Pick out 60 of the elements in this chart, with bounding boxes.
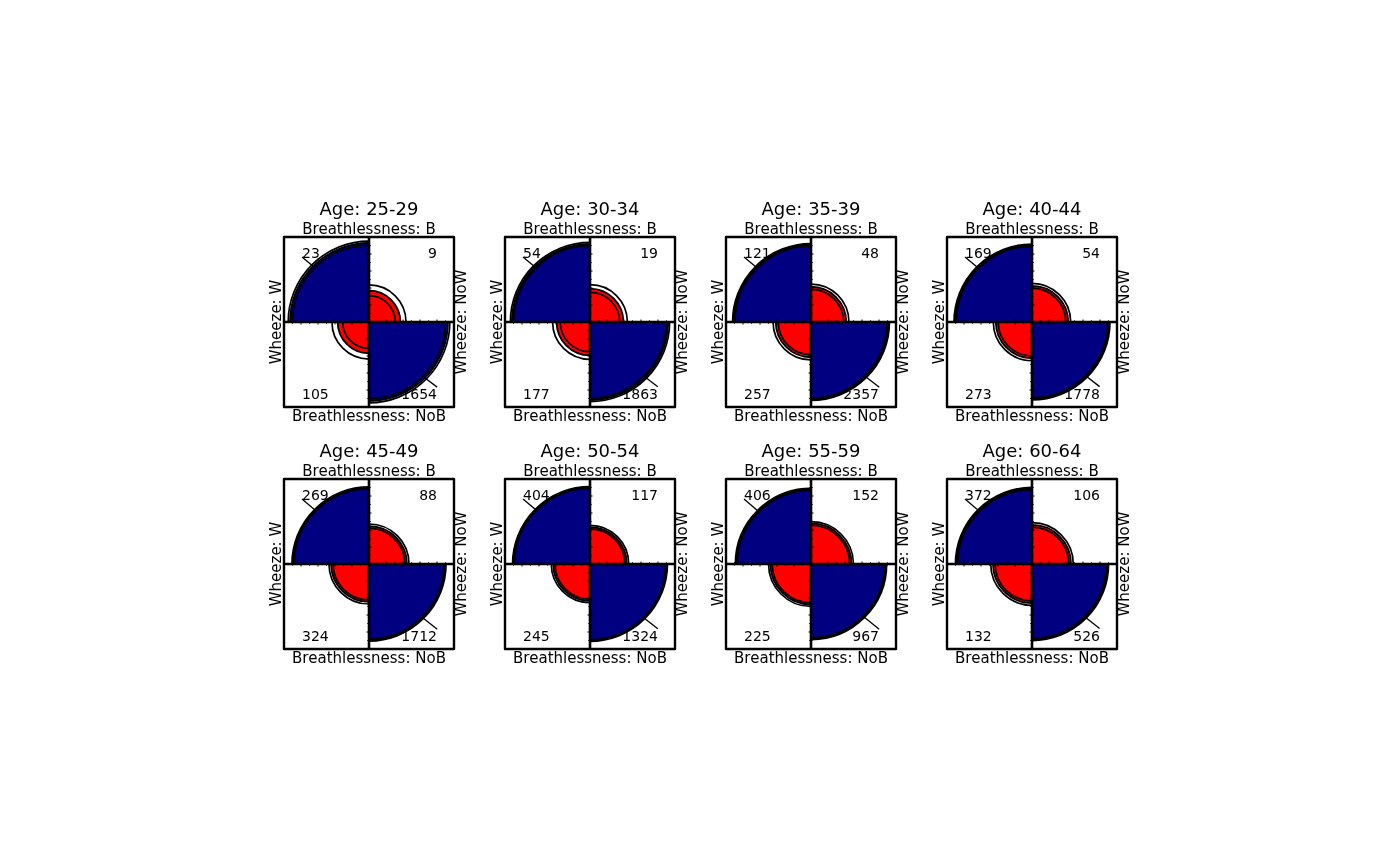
data-label: 526 bbox=[1073, 628, 1101, 644]
data-label: 324 bbox=[302, 628, 329, 644]
text: Breathlessness: NoB bbox=[292, 648, 446, 667]
data-label: 967 bbox=[852, 628, 879, 644]
text: Breathlessness: B bbox=[965, 220, 1099, 238]
data-label: 169 bbox=[965, 245, 992, 261]
text: Age: 30-34 bbox=[540, 198, 640, 220]
data-label: 177 bbox=[523, 386, 550, 402]
data-label: 404 bbox=[523, 487, 550, 503]
data-label: 121 bbox=[744, 245, 771, 261]
text: Breathlessness: B bbox=[965, 462, 1099, 480]
text: Breathlessness: B bbox=[744, 220, 878, 238]
category-label: Wheeze: W bbox=[488, 279, 506, 365]
text: Breathlessness: NoB bbox=[955, 406, 1109, 425]
data-label: 132 bbox=[965, 628, 992, 644]
data-label: 54 bbox=[1082, 245, 1101, 261]
data-label: 269 bbox=[302, 487, 329, 503]
text: Breathlessness: NoB bbox=[734, 648, 888, 667]
data-label: 105 bbox=[302, 386, 329, 402]
category-label: Wheeze: W bbox=[267, 521, 285, 607]
text: Breathlessness: NoB bbox=[734, 406, 888, 425]
text: Breathlessness: NoB bbox=[513, 406, 667, 425]
category-label: Wheeze: W bbox=[267, 279, 285, 365]
text: Breathlessness: B bbox=[302, 462, 436, 480]
category-label: Wheeze: W bbox=[709, 521, 727, 607]
data-label: 48 bbox=[861, 245, 879, 261]
data-label: 372 bbox=[965, 487, 992, 503]
text: Breathlessness: NoB bbox=[292, 406, 446, 425]
data-label: 9 bbox=[428, 245, 437, 261]
data-label: 225 bbox=[744, 628, 771, 644]
category-label: Wheeze: W bbox=[488, 521, 506, 607]
text: Breathlessness: B bbox=[523, 220, 657, 238]
data-label: 1324 bbox=[622, 628, 659, 644]
text: Breathlessness: B bbox=[302, 220, 436, 238]
data-label: 117 bbox=[631, 487, 658, 503]
text: Age: 60-64 bbox=[982, 440, 1082, 462]
data-label: 54 bbox=[523, 245, 541, 261]
data-label: 106 bbox=[1073, 487, 1101, 503]
data-label: 23 bbox=[302, 245, 320, 261]
text: Age: 40-44 bbox=[982, 198, 1082, 220]
text: Age: 45-49 bbox=[319, 440, 419, 462]
data-label: 245 bbox=[523, 628, 550, 644]
text: Breathlessness: NoB bbox=[513, 648, 667, 667]
text: Breathlessness: NoB bbox=[955, 648, 1109, 667]
category-label: Wheeze: W bbox=[930, 521, 948, 607]
text: Breathlessness: B bbox=[523, 462, 657, 480]
text: Breathlessness: B bbox=[744, 462, 878, 480]
data-label: 406 bbox=[744, 487, 771, 503]
text: Age: 25-29 bbox=[319, 198, 419, 220]
text: Age: 35-39 bbox=[761, 198, 861, 220]
data-label: 19 bbox=[640, 245, 658, 261]
text: Age: 55-59 bbox=[761, 440, 861, 462]
data-label: 273 bbox=[965, 386, 992, 402]
category-label: Wheeze: W bbox=[709, 279, 727, 365]
data-label: 1712 bbox=[401, 628, 437, 644]
data-label: 257 bbox=[744, 386, 771, 402]
text: Age: 50-54 bbox=[540, 440, 640, 462]
data-label: 88 bbox=[419, 487, 437, 503]
category-label: Wheeze: W bbox=[930, 279, 948, 365]
data-label: 152 bbox=[852, 487, 879, 503]
